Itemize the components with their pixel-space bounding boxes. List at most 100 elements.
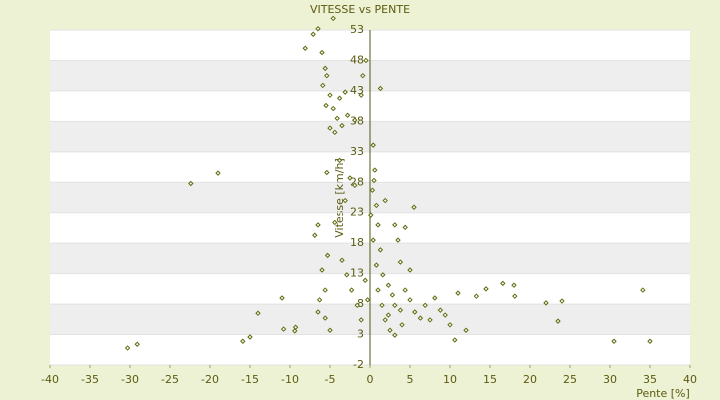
data-point <box>402 224 408 231</box>
data-point <box>500 280 506 287</box>
data-point <box>397 259 404 265</box>
data-point <box>255 310 261 316</box>
data-point <box>362 277 368 284</box>
data-point <box>336 157 343 164</box>
data-point <box>319 267 325 273</box>
data-point <box>360 72 366 79</box>
data-point <box>344 112 351 118</box>
y-tick-label: 38 <box>350 114 364 127</box>
y-tick-label: 18 <box>350 236 364 249</box>
data-point <box>442 312 448 318</box>
data-point <box>397 307 404 313</box>
data-point <box>647 338 653 344</box>
y-tick-label: -2 <box>353 358 364 371</box>
x-tick-label: 35 <box>643 373 657 386</box>
data-point <box>555 318 561 324</box>
data-point <box>322 315 328 321</box>
data-point <box>344 272 350 278</box>
data-point <box>473 293 480 299</box>
x-tick-label: 15 <box>483 373 497 386</box>
data-point <box>302 45 308 51</box>
x-tick-label: -25 <box>161 373 179 386</box>
data-point <box>417 315 424 321</box>
data-point <box>327 92 333 98</box>
data-point <box>427 317 433 323</box>
data-point <box>342 89 348 95</box>
data-point <box>347 175 353 181</box>
data-point <box>363 57 369 64</box>
x-tick-label: 10 <box>443 373 457 386</box>
data-point <box>373 262 380 268</box>
x-tick-label: 0 <box>367 373 374 386</box>
x-tick-label: -20 <box>201 373 219 386</box>
data-point <box>315 222 321 228</box>
data-point <box>422 302 428 309</box>
y-tick-label: 48 <box>350 53 364 66</box>
data-point <box>323 102 329 109</box>
data-point <box>334 115 340 122</box>
data-point <box>379 302 385 309</box>
y-axis-label: Vitesse [km/h] <box>333 158 346 238</box>
x-tick-label: 25 <box>563 373 577 386</box>
data-point <box>377 85 384 92</box>
x-axis-label: Pente [%] <box>636 387 690 400</box>
y-tick-label: 33 <box>350 145 364 158</box>
data-point <box>559 298 565 304</box>
data-point <box>372 167 378 173</box>
data-point <box>324 72 330 79</box>
data-point <box>611 338 617 344</box>
data-point <box>411 204 417 210</box>
data-point <box>322 287 328 293</box>
data-point <box>332 219 338 226</box>
x-tick-label: -10 <box>281 373 299 386</box>
data-point <box>543 300 549 306</box>
y-tick-label: 28 <box>350 175 364 188</box>
data-point <box>215 170 221 176</box>
data-point <box>330 15 336 22</box>
data-point <box>327 327 333 333</box>
data-point <box>402 287 408 293</box>
data-point <box>432 295 438 301</box>
data-point <box>316 297 323 303</box>
x-tick-label: -40 <box>41 373 59 386</box>
data-point <box>339 122 345 129</box>
x-tick-label: 40 <box>683 373 697 386</box>
data-point <box>382 197 388 204</box>
y-tick-label: 8 <box>357 297 364 310</box>
data-point <box>395 237 401 243</box>
data-point <box>124 345 131 351</box>
data-point <box>447 322 453 328</box>
data-point <box>354 302 360 309</box>
x-tick-label: -15 <box>241 373 259 386</box>
data-point <box>247 334 253 340</box>
data-point <box>322 65 328 72</box>
data-point <box>370 237 376 243</box>
data-point <box>240 338 246 344</box>
y-tick-label: 53 <box>350 23 364 36</box>
data-point <box>377 247 384 253</box>
data-point <box>327 125 333 131</box>
data-point <box>352 117 358 123</box>
data-point <box>315 26 321 32</box>
data-point <box>358 317 364 323</box>
data-point <box>339 257 345 263</box>
data-point <box>342 197 348 204</box>
data-point <box>280 326 287 332</box>
data-point <box>373 202 380 209</box>
y-tick-label: 23 <box>350 206 364 219</box>
data-point <box>315 309 321 315</box>
data-point <box>330 105 336 112</box>
data-point <box>437 307 444 313</box>
x-tick-label: -35 <box>81 373 99 386</box>
data-point <box>512 293 518 299</box>
data-point <box>310 31 316 37</box>
data-point <box>455 290 461 296</box>
x-tick-label: -30 <box>121 373 139 386</box>
x-tick-label: -5 <box>325 373 336 386</box>
data-point <box>332 129 338 136</box>
data-point <box>319 49 325 56</box>
data-point <box>348 287 355 293</box>
data-point <box>407 297 413 303</box>
data-point <box>385 312 392 318</box>
data-point <box>375 222 381 228</box>
